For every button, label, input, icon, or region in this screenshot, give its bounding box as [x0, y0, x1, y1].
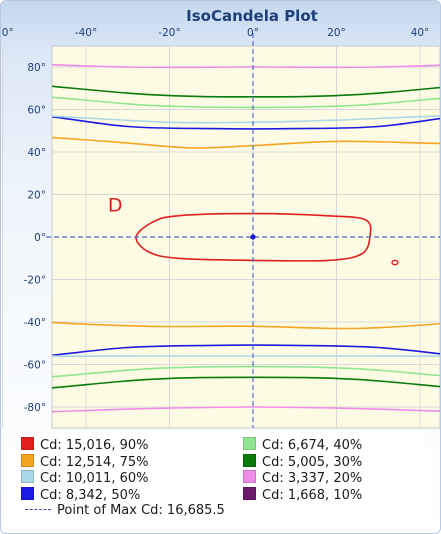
- legend-item-0: Cd: 15,016, 90%: [21, 437, 149, 453]
- x-tick-label-5: 20°: [327, 27, 346, 39]
- y-tick-label-2: 40°: [27, 147, 46, 159]
- legend-swatch: [243, 470, 256, 483]
- legend-item-2: Cd: 10,011, 60%: [21, 470, 149, 486]
- y-tick-label-7: -60°: [24, 360, 46, 372]
- chart-title: IsoCandela Plot: [186, 7, 318, 25]
- y-tick-label-4: 0°: [34, 232, 46, 244]
- legend-swatch: [243, 453, 256, 467]
- contour-6: [52, 63, 440, 413]
- max-point-marker: [250, 234, 256, 240]
- legend: Cd: 15,016, 90% Cd: 12,514, 75% Cd: 10,011…: [15, 433, 425, 529]
- legend-swatch: [243, 486, 256, 500]
- small-contour: [391, 259, 399, 266]
- x-tick-label-3: -20°: [158, 27, 180, 39]
- legend-item-7: Cd: 1,668, 10%: [243, 486, 363, 503]
- legend-item-6: Cd: 3,337, 20%: [243, 470, 362, 486]
- contour-2: [52, 115, 440, 357]
- tick-labels: -80°-60°-40°-20°0°20°40°60°80°80°60°40°2…: [1, 27, 430, 414]
- contour-3: [52, 115, 440, 357]
- legend-label: Cd: 15,016, 90%: [40, 438, 149, 453]
- y-tick-label-1: 60°: [27, 105, 46, 117]
- legend-label: Cd: 5,005, 30%: [262, 454, 363, 470]
- contour-4: [52, 96, 440, 378]
- legend-swatch: [243, 437, 256, 450]
- x-tick-label-6: 40°: [411, 27, 430, 39]
- y-tick-label-8: -80°: [24, 402, 46, 414]
- max-line-sample: [25, 509, 51, 510]
- y-tick-label-5: -20°: [24, 275, 46, 287]
- legend-swatch: [21, 486, 34, 500]
- max-point-label: Point of Max Cd: 16,685.5: [57, 503, 225, 518]
- x-tick-label-4: 0°: [247, 27, 259, 39]
- legend-label: Cd: 6,674, 40%: [262, 438, 363, 453]
- legend-item-5: Cd: 5,005, 30%: [243, 453, 363, 470]
- legend-label: Cd: 12,514, 75%: [40, 454, 149, 470]
- legend-swatch: [21, 453, 34, 467]
- x-tick-label-2: -40°: [75, 27, 97, 39]
- legend-label: Cd: 8,342, 50%: [40, 487, 141, 503]
- legend-label: Cd: 3,337, 20%: [262, 471, 363, 486]
- legend-swatch: [21, 470, 34, 483]
- axes: [46, 33, 440, 428]
- legend-label: Cd: 10,011, 60%: [40, 471, 149, 486]
- legend-max-point: Point of Max Cd: 16,685.5: [25, 503, 225, 519]
- x-tick-label-1: -60°: [1, 27, 14, 39]
- legend-item-3: Cd: 8,342, 50%: [21, 486, 141, 503]
- y-tick-label-0: 80°: [27, 62, 46, 74]
- legend-item-4: Cd: 6,674, 40%: [243, 437, 362, 453]
- legend-item-1: Cd: 12,514, 75%: [21, 453, 149, 470]
- legend-swatch: [21, 437, 34, 450]
- annotation-0: D: [108, 195, 123, 217]
- y-tick-label-3: 20°: [27, 190, 46, 202]
- y-tick-label-6: -40°: [24, 317, 46, 329]
- legend-label: Cd: 1,668, 10%: [262, 487, 363, 503]
- contour-5: [52, 85, 440, 389]
